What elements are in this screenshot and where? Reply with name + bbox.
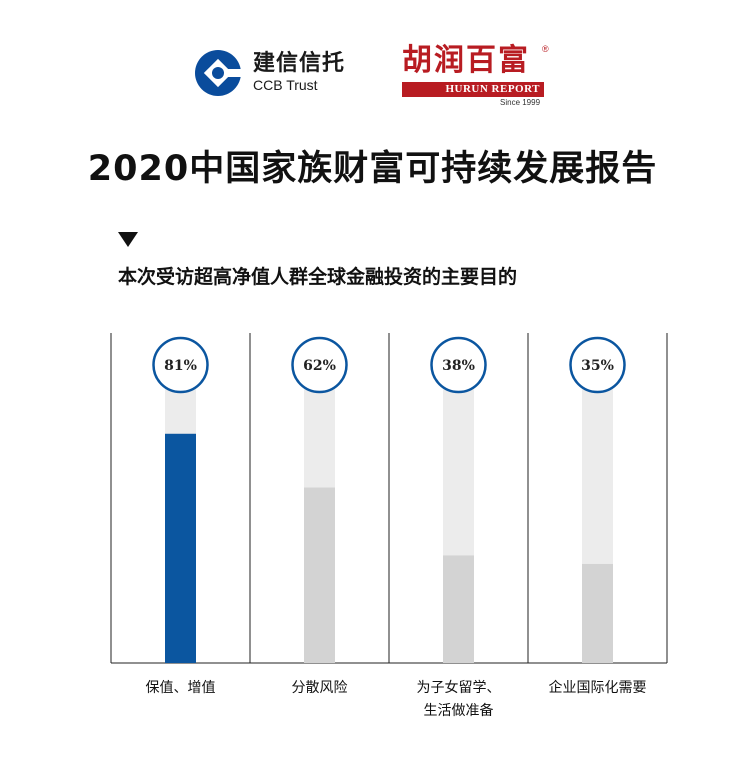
value-badge [569, 336, 626, 394]
data-label: 81% [164, 358, 197, 374]
category-label: 保值、增值 [146, 680, 216, 696]
hurun-name-en: HURUN REPORT [402, 82, 544, 97]
hurun-name-cn: 胡润百富 [402, 43, 530, 78]
hurun-registered-mark: ® [542, 44, 549, 54]
hurun-report-logo: 胡润百富 ® HURUN REPORT Since 1999 [402, 44, 552, 108]
chart-subtitle: 本次受访超高净值人群全球金融投资的主要目的 [118, 266, 518, 288]
triangle-marker-icon [118, 232, 138, 247]
value-badge [430, 336, 487, 394]
value-badge [291, 336, 348, 394]
bar [304, 487, 335, 663]
category-label: 企业国际化需要 [549, 679, 647, 696]
category-label: 为子女留学、 [417, 679, 501, 696]
category-label: 分散风险 [292, 680, 348, 696]
ccb-trust-logo: 建信信托 CCB Trust [193, 48, 345, 98]
data-label: 35% [581, 358, 614, 374]
hurun-since: Since 1999 [500, 98, 541, 107]
value-badge [152, 336, 209, 394]
header: 建信信托 CCB Trust 胡润百富 ® HURUN REPORT Since… [0, 40, 745, 110]
bar [443, 555, 474, 663]
ccb-emblem-icon [195, 50, 243, 96]
report-title: 2020中国家族财富可持续发展报告 [87, 149, 658, 189]
category-label: 生活做准备 [424, 702, 494, 719]
bar [165, 433, 196, 663]
ccb-name-en: CCB Trust [253, 77, 318, 93]
data-label: 38% [442, 358, 475, 374]
ccb-name-cn: 建信信托 [253, 51, 346, 76]
data-label: 62% [303, 358, 336, 374]
bar [582, 563, 613, 663]
